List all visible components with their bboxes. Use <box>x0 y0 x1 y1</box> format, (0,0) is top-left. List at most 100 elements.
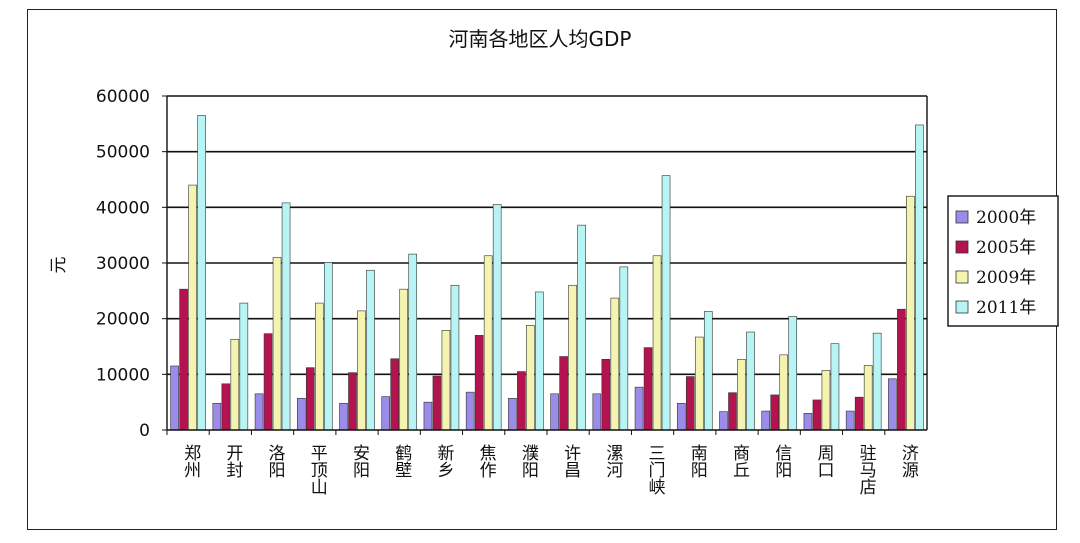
y-axis-label: 元 <box>49 257 69 274</box>
bar-3-17 <box>915 124 924 431</box>
legend-swatch-0 <box>955 210 969 224</box>
chart-title: 河南各地区人均GDP <box>449 27 632 51</box>
bar-2-5 <box>399 288 409 431</box>
bar-1-17 <box>897 308 906 431</box>
bar-1-10 <box>601 359 611 431</box>
bar-0-9 <box>550 393 559 431</box>
bar-2-2 <box>272 257 282 431</box>
bar-1-3 <box>305 367 315 431</box>
x-category-label: 南阳 <box>687 444 707 478</box>
bar-0-4 <box>339 402 348 431</box>
legend-label-1: 2005年 <box>976 238 1036 258</box>
x-category-label: 平顶山 <box>307 444 328 495</box>
bar-1-9 <box>559 356 568 431</box>
bar-2-13 <box>737 359 746 431</box>
legend-swatch-3 <box>955 300 969 314</box>
bar-3-4 <box>366 269 375 431</box>
bar-0-13 <box>719 411 728 431</box>
y-tick-label: 50000 <box>96 143 150 163</box>
bar-0-0 <box>170 365 179 431</box>
bar-1-2 <box>263 333 273 431</box>
bar-1-15 <box>812 399 822 431</box>
bar-3-8 <box>535 291 544 431</box>
y-tick-label: 10000 <box>96 365 150 385</box>
y-tick-label: 0 <box>139 421 150 441</box>
x-category-label: 新乡 <box>433 444 454 478</box>
bar-3-9 <box>577 224 586 431</box>
bar-0-1 <box>212 402 222 431</box>
bar-1-12 <box>685 376 695 431</box>
x-category-label: 郑州 <box>180 444 201 478</box>
bar-1-8 <box>517 371 526 431</box>
bar-2-0 <box>188 184 197 431</box>
bar-2-3 <box>314 302 324 431</box>
bar-2-7 <box>483 255 493 431</box>
bar-0-7 <box>465 391 475 431</box>
bar-1-5 <box>390 358 400 431</box>
bar-1-14 <box>770 394 780 431</box>
x-category-label: 开封 <box>222 444 243 478</box>
bar-2-4 <box>357 310 366 431</box>
legend-label-3: 2011年 <box>976 298 1036 318</box>
grid-lines <box>167 95 927 376</box>
bar-3-2 <box>281 202 291 431</box>
bar-3-11 <box>661 175 671 431</box>
bar-3-15 <box>830 343 840 431</box>
bar-1-13 <box>728 392 737 431</box>
bar-0-10 <box>592 393 602 431</box>
y-axis-ticks: 0 10000 20000 30000 40000 50000 60000 <box>96 87 167 441</box>
bar-2-6 <box>441 330 451 431</box>
legend-label-0: 2000年 <box>976 208 1036 228</box>
axes <box>166 96 928 431</box>
x-category-label: 安阳 <box>349 444 369 478</box>
bar-0-5 <box>381 396 391 431</box>
bar-3-10 <box>619 266 629 431</box>
y-tick-label: 20000 <box>96 310 150 330</box>
legend-swatch-2 <box>955 270 969 284</box>
bar-0-11 <box>634 386 644 431</box>
x-category-label: 驻马店 <box>856 444 877 495</box>
bar-2-11 <box>652 255 662 431</box>
x-category-label: 洛阳 <box>265 444 286 478</box>
bar-0-12 <box>676 402 686 431</box>
bar-2-14 <box>779 354 789 431</box>
x-category-label: 许昌 <box>560 444 581 478</box>
bar-0-2 <box>254 393 264 431</box>
bar-0-16 <box>845 410 855 431</box>
bar-2-17 <box>906 195 915 431</box>
x-category-label: 信阳 <box>771 444 792 478</box>
x-category-label: 濮阳 <box>518 444 539 478</box>
bar-1-0 <box>179 288 188 431</box>
x-category-label: 三门峡 <box>645 444 665 495</box>
bar-0-14 <box>761 410 771 431</box>
bar-3-12 <box>703 311 713 431</box>
bar-3-1 <box>239 302 249 431</box>
x-category-label: 商丘 <box>729 444 750 478</box>
bar-3-14 <box>788 316 798 431</box>
y-tick-label: 60000 <box>96 87 150 107</box>
bar-1-11 <box>643 347 653 431</box>
bar-1-6 <box>432 375 442 431</box>
bar-3-3 <box>323 262 333 431</box>
bar-3-7 <box>492 204 502 431</box>
x-category-label: 鹤壁 <box>391 444 412 478</box>
bar-3-0 <box>197 115 206 431</box>
bar-1-7 <box>474 335 484 431</box>
x-axis-categories: 郑州 开封 洛阳 平顶山 安阳 鹤壁 新乡 焦作 濮阳 许昌 漯河 三门峡 南阳 商丘 信阳 周口 驻马店 济源 <box>166 430 918 495</box>
y-tick-label: 40000 <box>96 198 150 218</box>
bar-0-6 <box>423 401 433 431</box>
bar-2-15 <box>821 370 831 431</box>
bar-2-8 <box>526 325 535 431</box>
bar-1-4 <box>348 372 357 431</box>
x-category-label: 漯河 <box>602 444 623 478</box>
bar-3-13 <box>746 331 755 431</box>
bar-3-5 <box>408 253 418 431</box>
legend-label-2: 2009年 <box>976 268 1036 288</box>
legend: 2000年 2005年 2009年 2011年 <box>947 195 1059 327</box>
x-category-label: 焦作 <box>476 444 497 478</box>
bar-2-1 <box>230 338 240 431</box>
bar-1-16 <box>854 396 864 431</box>
bar-0-3 <box>296 397 306 431</box>
bar-0-8 <box>508 397 517 431</box>
